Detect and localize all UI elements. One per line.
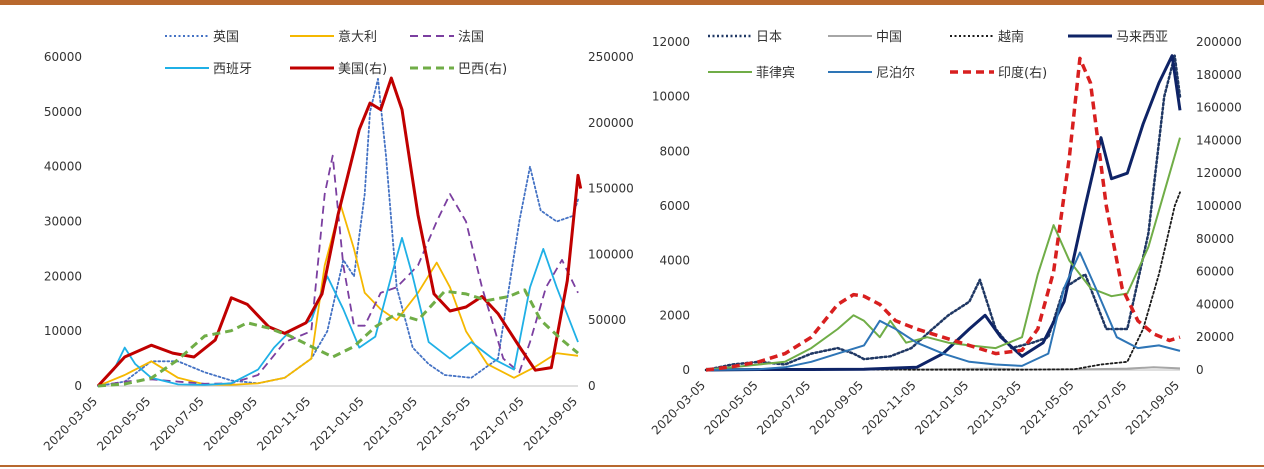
x-tick-label: 2020-03-05 bbox=[41, 394, 100, 453]
series-line-5 bbox=[97, 288, 579, 388]
y-left-tick-label: 6000 bbox=[659, 199, 690, 213]
y-right-tick-label: 60000 bbox=[1196, 265, 1234, 279]
y-right-tick-label: 250000 bbox=[588, 50, 634, 64]
y-right-tick-label: 120000 bbox=[1196, 166, 1242, 180]
series-line-0 bbox=[97, 78, 579, 387]
series-line-0 bbox=[704, 54, 1182, 372]
legend-label: 菲律宾 bbox=[756, 65, 795, 81]
legend-label: 英国 bbox=[213, 30, 239, 45]
legend-label: 巴西(右) bbox=[458, 62, 507, 77]
x-tick-label: 2020-05-05 bbox=[94, 394, 153, 453]
legend-label: 中国 bbox=[876, 30, 902, 45]
x-tick-label: 2020-03-05 bbox=[649, 378, 708, 437]
legend-label: 印度(右) bbox=[998, 65, 1047, 81]
y-left-tick-label: 12000 bbox=[652, 35, 690, 49]
y-right-tick-label: 100000 bbox=[1196, 199, 1242, 213]
y-right-tick-label: 80000 bbox=[1196, 232, 1234, 246]
y-right-tick-label: 140000 bbox=[1196, 133, 1242, 147]
series-line-3 bbox=[97, 236, 579, 387]
y-right-tick-label: 0 bbox=[588, 379, 596, 393]
y-left-tick-label: 50000 bbox=[44, 105, 82, 119]
bottom-accent-bar bbox=[0, 465, 1264, 467]
chart-asia: 0200040006000800010000120000200004000060… bbox=[649, 29, 1242, 437]
y-right-tick-label: 100000 bbox=[588, 247, 634, 261]
x-tick-label: 2021-03-05 bbox=[361, 394, 420, 453]
y-right-tick-label: 180000 bbox=[1196, 68, 1242, 82]
y-right-tick-label: 200000 bbox=[1196, 35, 1242, 49]
series-line-6 bbox=[705, 56, 1181, 372]
legend-label: 意大利 bbox=[338, 29, 377, 45]
y-left-tick-label: 10000 bbox=[652, 90, 690, 104]
x-tick-label: 2020-05-05 bbox=[702, 378, 761, 437]
series-line-4 bbox=[96, 76, 583, 388]
legend-label: 美国(右) bbox=[338, 62, 387, 77]
x-tick-label: 2021-03-05 bbox=[965, 378, 1024, 437]
x-tick-label: 2021-01-05 bbox=[912, 378, 971, 437]
legend-label: 尼泊尔 bbox=[876, 66, 915, 81]
x-tick-label: 2021-09-05 bbox=[521, 394, 580, 453]
y-left-tick-label: 2000 bbox=[659, 308, 690, 322]
x-tick-label: 2021-07-05 bbox=[468, 394, 527, 453]
y-left-tick-label: 40000 bbox=[44, 160, 82, 174]
y-left-tick-label: 10000 bbox=[44, 324, 82, 338]
series-line-3 bbox=[705, 54, 1182, 372]
series-line-4 bbox=[705, 137, 1181, 371]
legend-label: 日本 bbox=[756, 30, 782, 45]
y-left-tick-label: 4000 bbox=[659, 254, 690, 268]
y-right-tick-label: 200000 bbox=[588, 116, 634, 130]
x-tick-label: 2020-07-05 bbox=[754, 378, 813, 437]
x-tick-label: 2021-01-05 bbox=[308, 394, 367, 453]
x-tick-label: 2021-07-05 bbox=[1070, 378, 1129, 437]
y-left-tick-label: 0 bbox=[74, 379, 82, 393]
chart-europe-americas: 0 10000 20000 30000 40000 50000 60000 0 50000 100… bbox=[41, 29, 634, 453]
x-tick-label: 2021-05-05 bbox=[414, 394, 473, 453]
legend-label: 法国 bbox=[458, 30, 484, 45]
y-left-tick-label: 8000 bbox=[659, 144, 690, 158]
x-tick-label: 2021-09-05 bbox=[1123, 378, 1182, 437]
legend-label: 西班牙 bbox=[213, 62, 252, 77]
series-line-5 bbox=[705, 251, 1181, 371]
y-right-tick-label: 0 bbox=[1196, 363, 1204, 377]
y-right-tick-label: 50000 bbox=[588, 313, 626, 327]
series-line-1 bbox=[97, 204, 579, 387]
y-right-tick-label: 150000 bbox=[588, 182, 634, 196]
y-right-tick-label: 20000 bbox=[1196, 330, 1234, 344]
y-left-tick-label: 30000 bbox=[44, 215, 82, 229]
top-accent-bar bbox=[0, 0, 1264, 5]
y-left-tick-label: 20000 bbox=[44, 269, 82, 283]
legend-label: 马来西亚 bbox=[1116, 30, 1168, 45]
x-tick-label: 2020-09-05 bbox=[201, 394, 260, 453]
legend-label: 越南 bbox=[998, 29, 1024, 45]
y-right-tick-label: 160000 bbox=[1196, 101, 1242, 115]
x-tick-label: 2020-07-05 bbox=[148, 394, 207, 453]
x-tick-label: 2020-11-05 bbox=[860, 378, 919, 437]
y-left-tick-label: 0 bbox=[682, 363, 690, 377]
y-left-tick-label: 60000 bbox=[44, 50, 82, 64]
x-tick-label: 2021-05-05 bbox=[1018, 378, 1077, 437]
x-tick-label: 2020-09-05 bbox=[807, 378, 866, 437]
x-tick-label: 2020-11-05 bbox=[254, 394, 313, 453]
y-right-tick-label: 40000 bbox=[1196, 297, 1234, 311]
